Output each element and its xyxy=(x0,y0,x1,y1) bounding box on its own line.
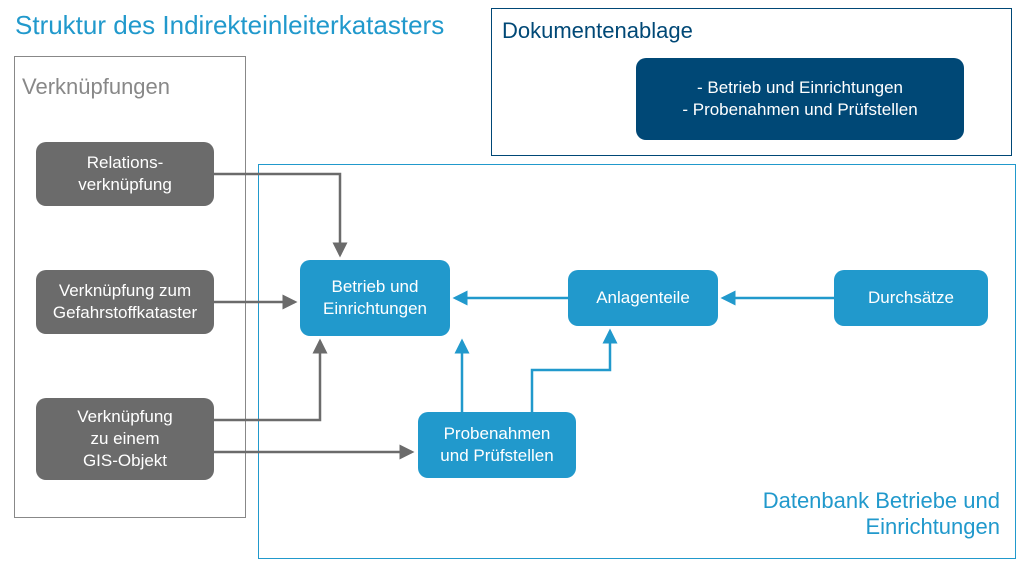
panel-title-dokumentenablage: Dokumentenablage xyxy=(502,18,693,44)
panel-title-datenbank: Datenbank Betriebe und Einrichtungen xyxy=(730,488,1000,540)
node-gefahrstoff: Verknüpfung zumGefahrstoffkataster xyxy=(36,270,214,334)
main-title: Struktur des Indirekteinleiterkatasters xyxy=(15,10,444,41)
node-betrieb: Betrieb undEinrichtungen xyxy=(300,260,450,336)
node-doku-box: - Betrieb und Einrichtungen- Probenahmen… xyxy=(636,58,964,140)
node-relations: Relations-verknüpfung xyxy=(36,142,214,206)
node-gis: Verknüpfungzu einemGIS-Objekt xyxy=(36,398,214,480)
node-probenahmen: Probenahmenund Prüfstellen xyxy=(418,412,576,478)
node-anlagenteile: Anlagenteile xyxy=(568,270,718,326)
panel-title-verknupfungen: Verknüpfungen xyxy=(22,74,170,100)
node-durchsatze: Durchsätze xyxy=(834,270,988,326)
